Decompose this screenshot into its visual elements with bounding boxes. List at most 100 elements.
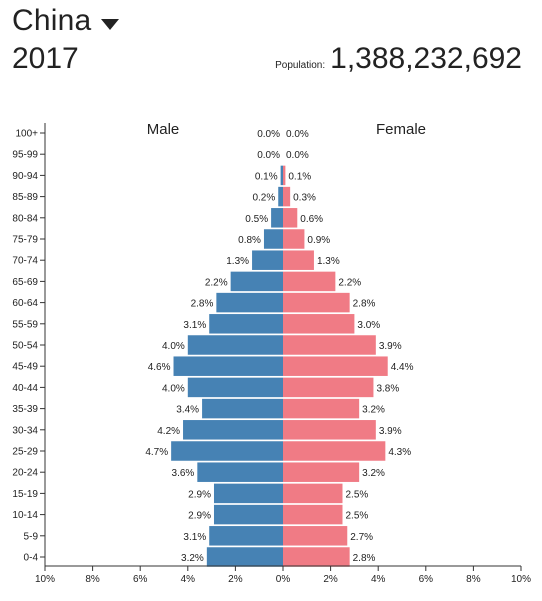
y-tick-label: 75-79 <box>12 235 38 246</box>
female-value-label: 2.8% <box>353 299 376 310</box>
female-value-label: 3.9% <box>379 426 402 437</box>
male-value-label: 0.8% <box>238 235 261 246</box>
x-tick-label: 2% <box>323 574 338 585</box>
male-value-label: 0.2% <box>252 193 275 204</box>
y-tick-label: 35-39 <box>12 404 38 415</box>
male-value-label: 4.6% <box>148 362 171 373</box>
y-tick-label: 100+ <box>15 129 38 140</box>
x-tick-label: 10% <box>511 574 531 585</box>
female-value-label: 0.1% <box>288 171 311 182</box>
male-bar <box>206 547 283 567</box>
y-tick-label: 70-74 <box>12 256 38 267</box>
female-value-label: 0.3% <box>293 193 316 204</box>
series-label-female: Female <box>376 121 426 138</box>
y-tick-label: 55-59 <box>12 319 38 330</box>
female-value-label: 4.3% <box>388 447 411 458</box>
female-value-label: 3.8% <box>376 383 399 394</box>
male-bar <box>230 271 283 292</box>
male-bar <box>197 462 283 482</box>
male-value-label: 2.2% <box>205 277 228 288</box>
female-bar <box>283 356 388 376</box>
country-selector[interactable]: China <box>12 4 120 38</box>
y-tick-label: 65-69 <box>12 277 38 288</box>
female-bar <box>283 526 348 546</box>
y-tick-label: 95-99 <box>12 150 38 161</box>
male-value-label: 3.6% <box>172 468 195 479</box>
male-bar <box>183 420 283 440</box>
y-tick-label: 25-29 <box>12 447 38 458</box>
y-tick-label: 5-9 <box>24 531 39 542</box>
male-value-label: 4.2% <box>157 426 180 437</box>
female-value-label: 3.9% <box>379 341 402 352</box>
male-value-label: 0.5% <box>245 214 268 225</box>
male-bar <box>280 165 283 186</box>
male-value-label: 3.1% <box>183 320 206 331</box>
female-bar <box>283 186 291 207</box>
female-value-label: 3.0% <box>357 320 380 331</box>
x-tick-label: 4% <box>181 574 196 585</box>
population-label: Population: <box>275 60 326 71</box>
female-bar <box>283 250 314 270</box>
male-bar <box>187 377 283 398</box>
population: Population: 1,388,232,692 <box>275 42 522 76</box>
female-value-label: 2.7% <box>350 532 373 543</box>
female-value-label: 2.8% <box>353 553 376 564</box>
y-tick-label: 60-64 <box>12 298 38 309</box>
y-tick-label: 90-94 <box>12 171 38 182</box>
male-value-label: 0.0% <box>257 129 280 140</box>
male-value-label: 0.1% <box>255 171 278 182</box>
x-tick-label: 2% <box>228 574 243 585</box>
female-value-label: 0.0% <box>286 150 309 161</box>
female-bar <box>283 314 355 334</box>
male-value-label: 3.1% <box>183 532 206 543</box>
female-bar <box>283 292 350 313</box>
male-bar <box>171 441 283 461</box>
y-tick-label: 50-54 <box>12 341 38 352</box>
male-bar <box>209 526 283 546</box>
female-value-label: 0.6% <box>300 214 323 225</box>
female-value-label: 2.2% <box>338 277 361 288</box>
year-label: 2017 <box>12 42 79 75</box>
male-bar <box>271 208 283 228</box>
female-value-label: 4.4% <box>391 362 414 373</box>
x-tick-label: 0% <box>276 574 291 585</box>
male-bar <box>213 504 283 525</box>
female-bar <box>283 165 286 186</box>
caret-down-icon[interactable] <box>101 18 120 30</box>
male-value-label: 1.3% <box>226 256 249 267</box>
female-bar <box>283 420 376 440</box>
female-value-label: 3.2% <box>362 405 385 416</box>
female-bar <box>283 335 376 355</box>
y-tick-label: 30-34 <box>12 425 38 436</box>
female-bar <box>283 229 305 249</box>
male-value-label: 2.8% <box>191 299 214 310</box>
female-value-label: 1.3% <box>317 256 340 267</box>
male-bar <box>278 186 283 207</box>
female-bar <box>283 547 350 567</box>
population-value: 1,388,232,692 <box>330 42 522 75</box>
female-value-label: 0.9% <box>307 235 330 246</box>
country-name: China <box>12 4 92 37</box>
female-bar <box>283 208 298 228</box>
series-label-male: Male <box>147 121 180 138</box>
male-value-label: 3.4% <box>176 405 199 416</box>
female-value-label: 0.0% <box>286 129 309 140</box>
female-bar <box>283 271 336 292</box>
female-bar <box>283 462 360 482</box>
male-bar <box>209 314 283 334</box>
male-value-label: 4.0% <box>162 341 185 352</box>
header: China 2017 Population: 1,388,232,692 <box>0 0 542 100</box>
male-bar <box>173 356 283 376</box>
y-tick-label: 15-19 <box>12 489 38 500</box>
female-bar <box>283 504 343 525</box>
male-bar <box>263 229 283 249</box>
female-value-label: 2.5% <box>346 489 369 500</box>
y-tick-label: 10-14 <box>12 510 38 521</box>
y-tick-label: 0-4 <box>24 553 39 564</box>
y-tick-label: 80-84 <box>12 213 38 224</box>
male-bar <box>213 483 283 504</box>
y-tick-label: 45-49 <box>12 362 38 373</box>
x-tick-label: 6% <box>133 574 148 585</box>
x-tick-label: 6% <box>419 574 434 585</box>
male-value-label: 2.9% <box>188 489 211 500</box>
